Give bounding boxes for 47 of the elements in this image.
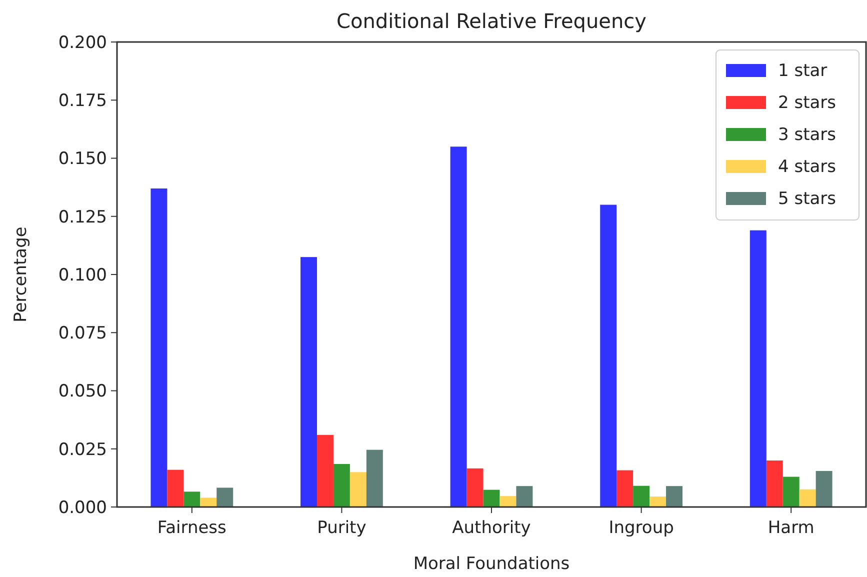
y-axis-title: Percentage (11, 226, 31, 322)
bar (650, 496, 666, 507)
bar (167, 470, 184, 507)
bar (316, 434, 334, 507)
y-tick-label: 0.125 (58, 207, 107, 228)
bar (216, 488, 234, 507)
bar (799, 489, 816, 507)
bar (633, 486, 650, 507)
bar (300, 257, 317, 507)
bar (666, 486, 682, 507)
legend-label: 5 stars (778, 188, 836, 209)
y-tick-label: 0.050 (58, 382, 107, 402)
bar (483, 490, 500, 507)
bar (200, 498, 217, 507)
bar (184, 492, 200, 507)
chart-title: Conditional Relative Frequency (336, 9, 647, 33)
bar (766, 460, 783, 507)
bar (350, 472, 366, 507)
bar (782, 476, 800, 507)
bar (600, 204, 617, 507)
bar (450, 146, 467, 507)
legend-label: 3 stars (778, 124, 836, 145)
legend-label: 2 stars (778, 92, 836, 113)
y-tick-label: 0.025 (58, 440, 107, 460)
bar (150, 188, 168, 507)
x-axis-title: Moral Foundations (413, 554, 570, 574)
bar (466, 468, 484, 507)
y-tick-label: 0.200 (58, 32, 107, 53)
x-tick-label: Harm (768, 518, 814, 538)
bar (500, 496, 516, 507)
legend-label: 4 stars (778, 156, 836, 177)
bar (616, 470, 634, 507)
x-tick-label: Purity (317, 518, 366, 538)
y-tick-label: 0.075 (58, 324, 107, 344)
y-tick-label: 0.150 (58, 149, 107, 170)
bar (333, 464, 350, 507)
y-tick-label: 0.175 (58, 91, 107, 112)
x-tick-label: Ingroup (608, 518, 674, 538)
x-tick-label: Authority (452, 518, 531, 538)
y-tick-label: 0.100 (58, 265, 107, 286)
bar (816, 470, 832, 507)
bar (366, 450, 383, 507)
legend-label: 1 star (778, 60, 828, 81)
y-tick-label: 0.000 (58, 498, 107, 518)
bar (516, 486, 533, 507)
bar (750, 230, 766, 507)
x-tick-label: Fairness (157, 518, 227, 538)
